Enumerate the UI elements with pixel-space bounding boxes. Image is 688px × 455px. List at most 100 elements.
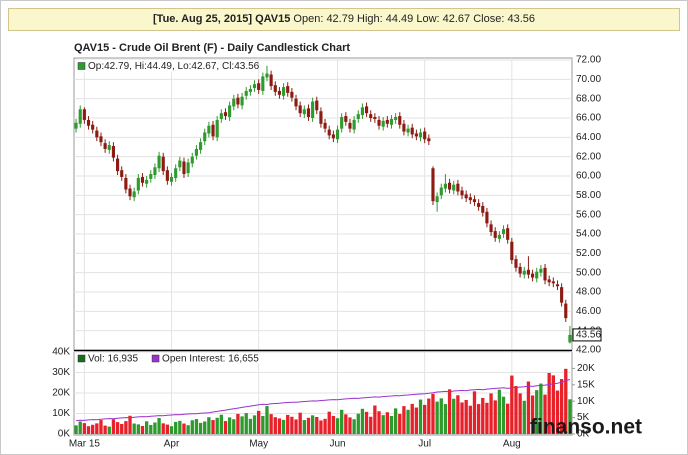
volume-bar bbox=[564, 368, 568, 434]
candle-body bbox=[398, 116, 402, 125]
volume-bar bbox=[95, 423, 99, 434]
candle-body bbox=[493, 231, 497, 238]
candle-body bbox=[149, 174, 153, 179]
candle-body bbox=[311, 101, 315, 118]
volume-bar bbox=[178, 420, 182, 434]
volume-bar bbox=[410, 403, 414, 434]
candle-body bbox=[261, 76, 265, 91]
volume-bar bbox=[435, 401, 439, 434]
volume-bar bbox=[501, 396, 506, 434]
volume-bar bbox=[543, 394, 547, 434]
volume-bar bbox=[169, 426, 174, 434]
x-tick-label: Jun bbox=[329, 439, 345, 450]
volume-bar bbox=[294, 419, 298, 434]
y-tick-label: 70.00 bbox=[576, 74, 601, 85]
candle-body bbox=[435, 196, 439, 203]
candle-body bbox=[140, 176, 145, 183]
volume-bar bbox=[261, 415, 265, 434]
candle-body bbox=[91, 124, 95, 130]
volume-bar bbox=[198, 422, 203, 434]
volume-bar bbox=[377, 411, 381, 434]
candle-body bbox=[169, 176, 174, 182]
y-tick-label: 68.00 bbox=[576, 93, 601, 104]
volume-bar bbox=[78, 421, 82, 434]
candle-body bbox=[215, 119, 219, 138]
volume-bar bbox=[402, 406, 406, 434]
candle-body bbox=[186, 162, 190, 174]
volume-bar bbox=[506, 403, 510, 434]
volume-bar bbox=[439, 398, 443, 434]
volume-bar bbox=[257, 410, 261, 434]
volume-bar bbox=[456, 395, 460, 434]
volume-bar bbox=[315, 416, 319, 434]
volume-bar bbox=[115, 422, 120, 434]
volume-bar bbox=[514, 386, 518, 434]
volume-bar bbox=[364, 411, 369, 434]
candle-body bbox=[501, 229, 506, 234]
candle-body bbox=[547, 279, 551, 283]
candle-body bbox=[223, 112, 228, 117]
volume-bar bbox=[174, 421, 178, 434]
volume-bar bbox=[157, 418, 161, 434]
candle-body bbox=[427, 138, 431, 142]
volume-bar bbox=[393, 408, 398, 434]
volume-bar bbox=[369, 416, 373, 434]
candle-body bbox=[568, 334, 572, 343]
candle-body bbox=[132, 191, 136, 198]
volume-bar bbox=[460, 402, 464, 434]
candle-body bbox=[244, 90, 248, 96]
volume-bar bbox=[530, 395, 535, 434]
volume-bar bbox=[493, 400, 497, 434]
quote-date: [Tue. Aug 25, 2015] bbox=[153, 13, 253, 25]
candle-body bbox=[497, 234, 501, 239]
volume-bar bbox=[389, 415, 394, 434]
candle-body bbox=[232, 98, 236, 107]
volume-bar bbox=[240, 416, 244, 434]
volume-bar bbox=[526, 381, 531, 434]
candle-body bbox=[107, 145, 111, 150]
candle-body bbox=[460, 190, 464, 196]
candle-body bbox=[327, 129, 331, 136]
volume-bar bbox=[381, 415, 385, 434]
volume-bar bbox=[497, 389, 502, 434]
y-tick-label: 0K bbox=[58, 429, 71, 440]
volume-bar bbox=[91, 424, 95, 434]
volume-bar bbox=[510, 375, 514, 434]
volume-bar bbox=[82, 423, 87, 434]
y-tick-label: 20K bbox=[52, 388, 70, 399]
candle-body bbox=[385, 119, 389, 124]
candle-body bbox=[418, 132, 423, 138]
volume-bar bbox=[385, 412, 389, 434]
candle-body bbox=[447, 182, 452, 190]
last-price-label: 43.56 bbox=[576, 330, 601, 341]
volume-bar bbox=[232, 419, 236, 434]
volume-bar bbox=[539, 383, 543, 434]
volume-bar bbox=[522, 400, 526, 434]
candle-body bbox=[340, 117, 344, 129]
candle-body bbox=[174, 168, 178, 178]
volume-bar bbox=[290, 416, 294, 434]
volume-bar bbox=[236, 413, 240, 434]
candle-body bbox=[236, 97, 240, 105]
candle-body bbox=[402, 123, 406, 132]
candle-body bbox=[414, 133, 418, 137]
candle-body bbox=[228, 105, 232, 118]
volume-bar bbox=[302, 420, 306, 434]
x-tick-label: Jul bbox=[418, 439, 431, 450]
y-tick-label: 60.00 bbox=[576, 171, 601, 182]
volume-bar bbox=[182, 423, 186, 434]
candle-body bbox=[431, 168, 435, 202]
candle-body bbox=[103, 143, 107, 149]
legend-label: Open Interest: 16,655 bbox=[162, 354, 259, 365]
candle-body bbox=[86, 119, 91, 126]
candle-body bbox=[530, 273, 535, 278]
candle-body bbox=[356, 114, 360, 119]
candle-body bbox=[526, 269, 531, 275]
volume-bar bbox=[161, 423, 165, 434]
volume-bar bbox=[107, 426, 111, 434]
price-legend-bg bbox=[76, 60, 246, 72]
candle-body bbox=[99, 136, 103, 143]
candle-body bbox=[136, 177, 140, 191]
volume-bar bbox=[203, 421, 207, 434]
volume-bar bbox=[281, 419, 286, 434]
